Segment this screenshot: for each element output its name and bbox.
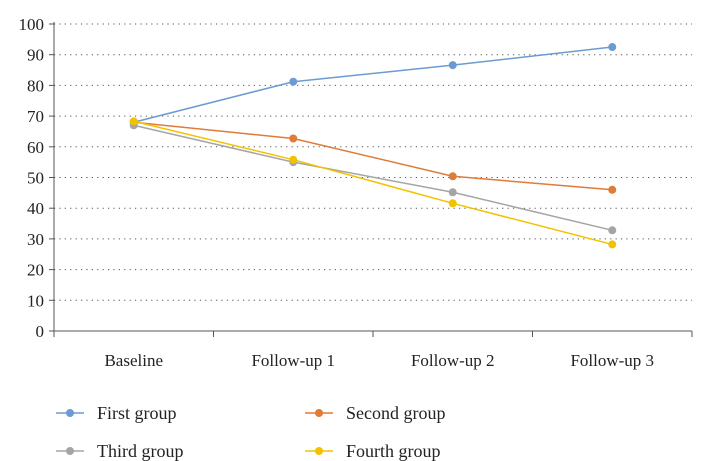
series-line — [133, 121, 613, 191]
y-tick-label: 70 — [27, 107, 44, 126]
data-point — [448, 199, 457, 208]
data-point — [448, 61, 457, 70]
legend-label: Fourth group — [346, 441, 441, 461]
y-tick-label: 80 — [27, 76, 44, 95]
y-tick-label: 100 — [19, 15, 45, 34]
x-tick-label: Follow-up 1 — [251, 351, 335, 370]
y-tick-label: 60 — [27, 138, 44, 157]
x-axis-ticks: Baseline Follow-up 1 Follow-up 2 Follow-up … — [53, 331, 693, 370]
data-point — [448, 188, 457, 197]
data-point — [289, 155, 298, 164]
data-point — [608, 226, 617, 235]
legend-item: First group — [56, 403, 177, 423]
series-line — [133, 124, 613, 232]
data-point — [448, 172, 457, 181]
x-tick-label: Follow-up 3 — [570, 351, 654, 370]
y-tick-label: 40 — [27, 199, 44, 218]
series-4 — [129, 117, 617, 249]
data-point — [129, 117, 138, 126]
series-1 — [129, 43, 617, 127]
y-tick-label: 50 — [27, 169, 44, 188]
legend-marker — [315, 409, 323, 417]
legend-marker — [315, 447, 323, 455]
legend-label: Third group — [97, 441, 183, 461]
series-group — [129, 43, 617, 249]
legend-label: Second group — [346, 403, 445, 423]
series-line — [133, 120, 613, 246]
x-tick-label: Follow-up 2 — [411, 351, 495, 370]
legend: First group Second group Third group Fourth… — [56, 403, 445, 461]
legend-item: Third group — [56, 441, 183, 461]
series-line — [133, 46, 613, 123]
y-tick-label: 0 — [36, 322, 45, 341]
data-point — [608, 185, 617, 194]
legend-label: First group — [97, 403, 177, 423]
grid-lines — [54, 23, 692, 301]
data-point — [608, 240, 617, 249]
y-tick-label: 90 — [27, 46, 44, 65]
x-tick-label: Baseline — [104, 351, 163, 370]
y-tick-label: 10 — [27, 291, 44, 310]
data-point — [289, 77, 298, 86]
legend-marker — [66, 447, 74, 455]
y-tick-label: 30 — [27, 230, 44, 249]
y-tick-label: 20 — [27, 261, 44, 280]
data-point — [289, 134, 298, 143]
legend-item: Fourth group — [305, 441, 441, 461]
y-axis-ticks: 0 10 20 30 40 50 60 70 80 90 100 — [19, 15, 54, 341]
data-point — [608, 43, 617, 52]
series-2 — [129, 118, 617, 194]
legend-item: Second group — [305, 403, 445, 423]
legend-marker — [66, 409, 74, 417]
